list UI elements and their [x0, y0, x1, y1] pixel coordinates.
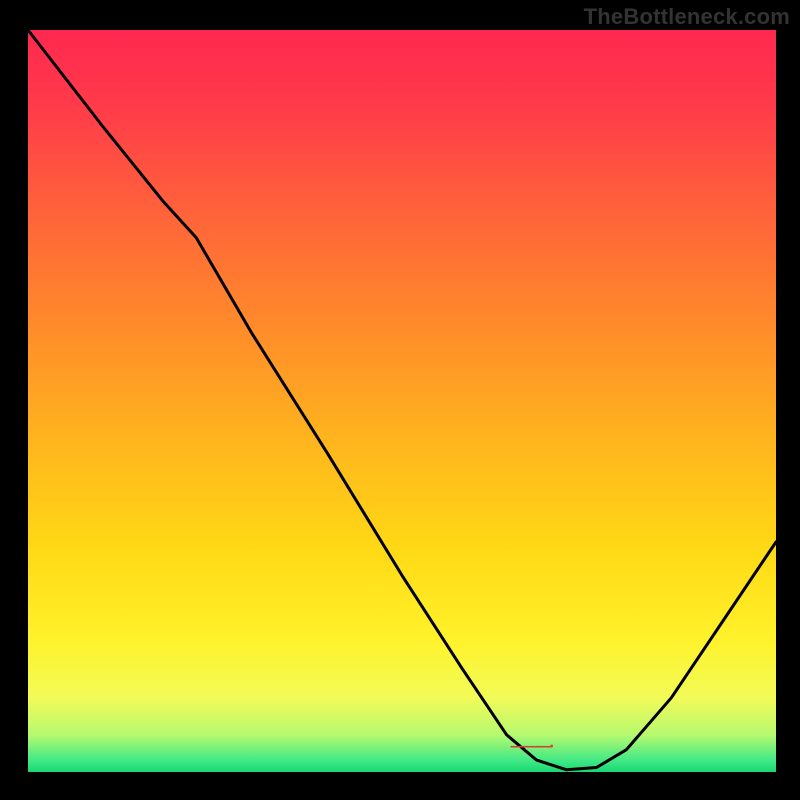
optimum-marker: ———· — [510, 738, 551, 756]
watermark-text: TheBottleneck.com — [584, 4, 790, 30]
plot-area — [28, 30, 776, 772]
chart-container: TheBottleneck.com ———· — [0, 0, 800, 800]
